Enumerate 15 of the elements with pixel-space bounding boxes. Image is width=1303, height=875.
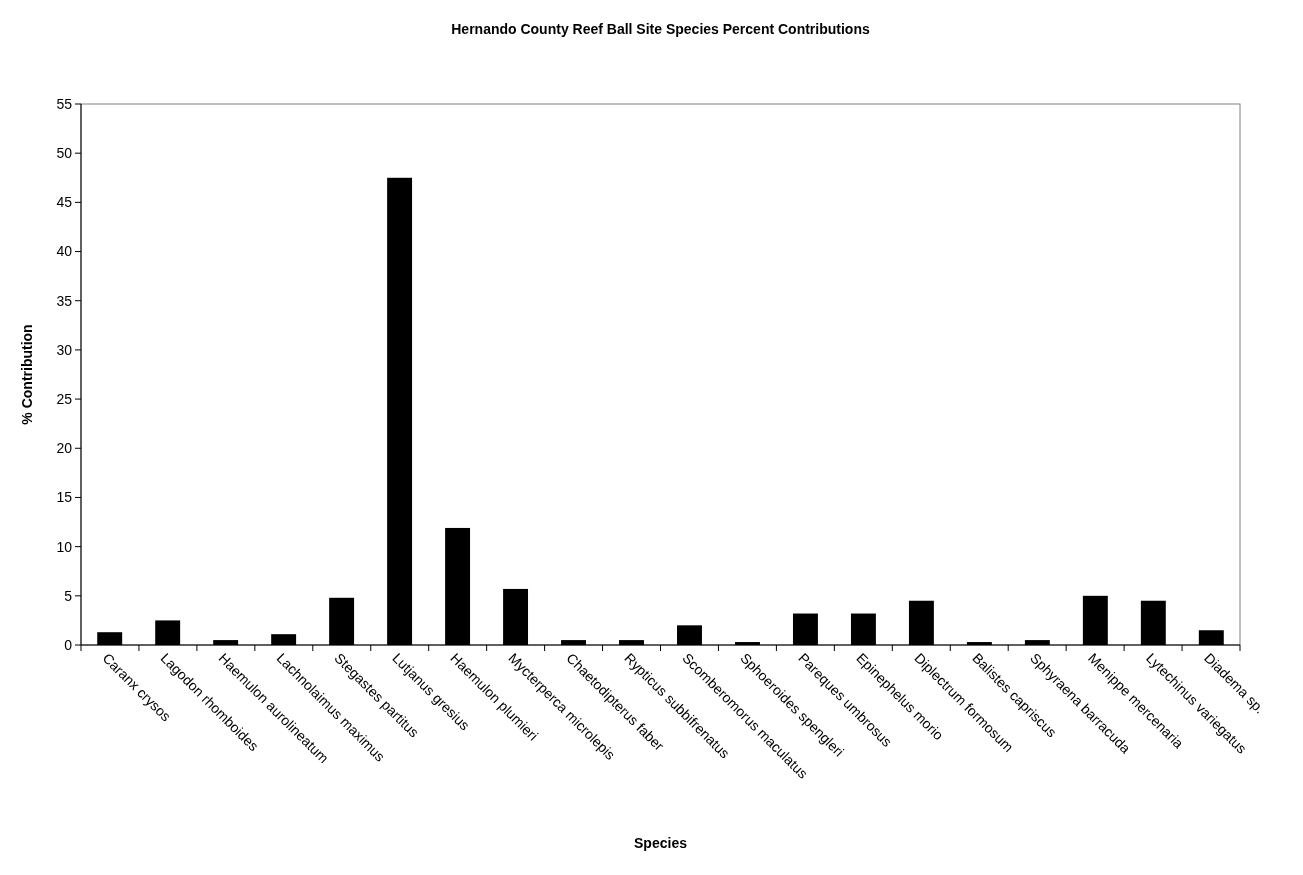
y-tick-label: 0: [64, 636, 73, 653]
y-tick-label: 40: [56, 243, 73, 260]
x-axis-title: Species: [634, 835, 688, 851]
y-tick-label: 55: [56, 95, 73, 112]
y-tick-label: 50: [56, 145, 73, 162]
y-tick-label: 35: [56, 292, 73, 309]
y-tick-label: 5: [64, 587, 73, 604]
y-tick-label: 10: [56, 538, 73, 555]
chart-title: Hernando County Reef Ball Site Species Percent Contributions: [451, 21, 870, 37]
y-tick-label: 30: [56, 341, 73, 358]
y-axis-title: % Contribution: [19, 324, 35, 425]
y-tick-label: 25: [56, 390, 73, 407]
y-tick-label: 20: [56, 440, 73, 457]
y-tick-label: 15: [56, 489, 73, 506]
y-tick-label: 45: [56, 194, 73, 211]
